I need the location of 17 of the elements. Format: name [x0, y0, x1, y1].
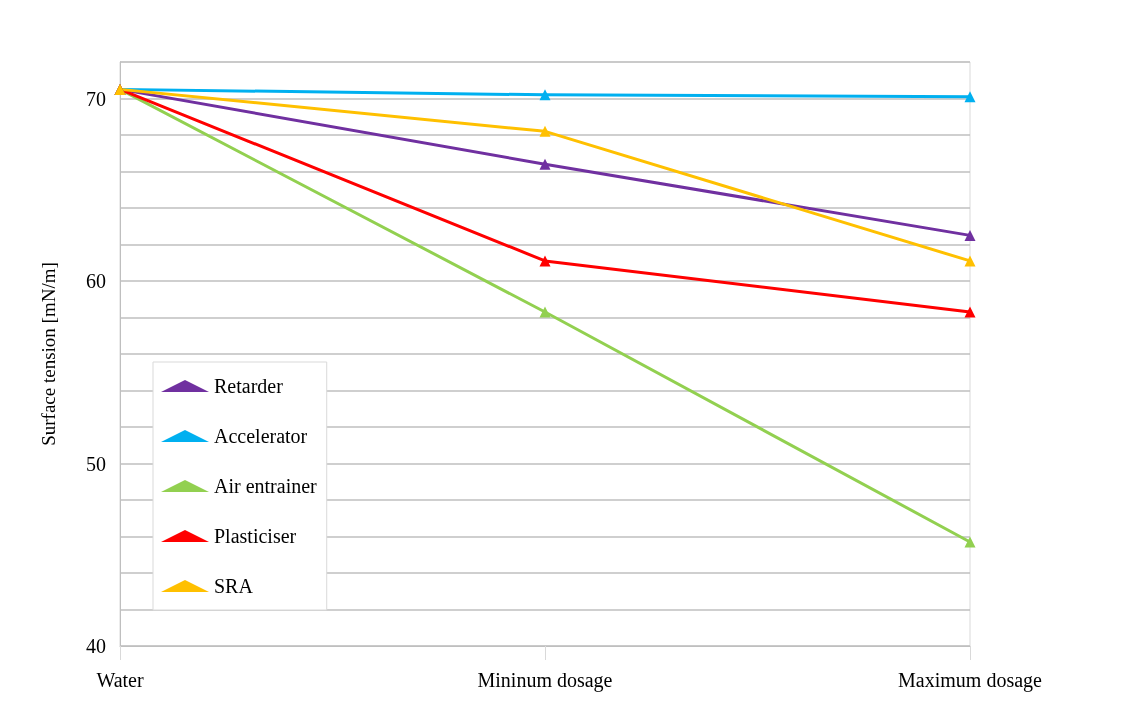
y-axis-title: Surface tension [mN/m] — [38, 262, 59, 446]
point — [539, 125, 551, 137]
y-tick-label: 60 — [86, 270, 106, 292]
x-tick-label: Maximum dosage — [898, 669, 1043, 692]
y-tick-label: 50 — [86, 452, 106, 475]
point — [964, 229, 976, 241]
point — [964, 255, 976, 267]
point — [539, 158, 551, 170]
legend-label: SRA — [214, 575, 254, 597]
legend-label: Plasticiser — [214, 525, 297, 547]
legend-label: Retarder — [214, 375, 284, 397]
legend-label: Accelerator — [214, 425, 308, 447]
legend-label: Air entrainer — [214, 475, 318, 497]
x-tick-label: Mininum dosage — [477, 669, 613, 692]
y-tick-label: 40 — [86, 635, 106, 657]
y-tick-label: 70 — [86, 87, 106, 110]
x-tick-label: Water — [96, 669, 144, 691]
